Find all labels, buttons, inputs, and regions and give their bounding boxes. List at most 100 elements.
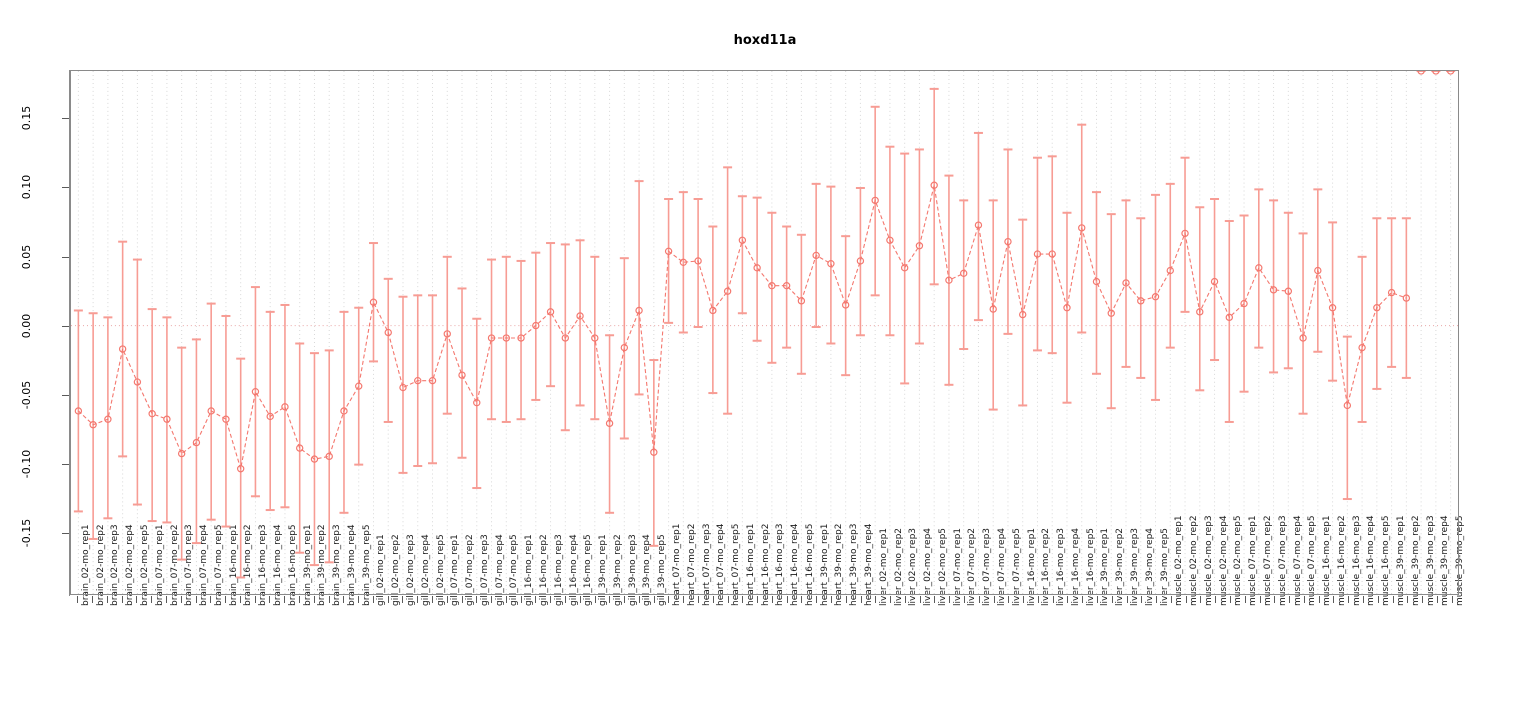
y-axis-tick bbox=[62, 118, 69, 120]
x-axis-tick bbox=[742, 596, 744, 603]
x-axis-tick bbox=[1451, 596, 1453, 603]
x-axis-tick bbox=[1318, 596, 1320, 603]
y-axis-tick-label: 0.00 bbox=[20, 313, 33, 338]
x-axis-tick bbox=[446, 596, 448, 603]
x-axis-tick bbox=[387, 596, 389, 603]
x-axis-tick bbox=[845, 596, 847, 603]
x-axis-tick bbox=[565, 596, 567, 603]
x-axis-tick bbox=[993, 596, 995, 603]
x-axis-tick bbox=[963, 596, 965, 603]
x-axis-tick bbox=[1052, 596, 1054, 603]
x-axis-tick bbox=[727, 596, 729, 603]
x-axis-tick bbox=[1348, 596, 1350, 603]
x-axis-tick bbox=[1392, 596, 1394, 603]
x-axis-tick bbox=[890, 596, 892, 603]
y-axis-tick-label: -0.05 bbox=[20, 380, 33, 409]
x-axis-tick bbox=[505, 596, 507, 603]
y-axis-tick bbox=[62, 532, 69, 534]
x-axis-tick bbox=[1274, 596, 1276, 603]
x-axis-tick bbox=[166, 596, 168, 603]
x-axis-tick bbox=[476, 596, 478, 603]
x-axis-tick bbox=[535, 596, 537, 603]
x-axis-tick bbox=[1023, 596, 1025, 603]
x-axis-tick bbox=[1362, 596, 1364, 603]
x-axis-tick bbox=[683, 596, 685, 603]
x-axis-tick bbox=[1259, 596, 1261, 603]
x-axis-tick bbox=[579, 596, 581, 603]
y-axis-tick-label: 0.10 bbox=[20, 175, 33, 200]
x-axis-tick bbox=[875, 596, 877, 603]
x-axis-tick bbox=[1185, 596, 1187, 603]
x-axis-tick bbox=[860, 596, 862, 603]
x-axis-tick bbox=[417, 596, 419, 603]
y-axis-line bbox=[69, 70, 70, 596]
x-axis-tick bbox=[594, 596, 596, 603]
x-axis-tick bbox=[1111, 596, 1113, 603]
x-axis-tick bbox=[624, 596, 626, 603]
y-axis-tick-label: 0.05 bbox=[20, 244, 33, 269]
x-axis-tick bbox=[934, 596, 936, 603]
x-axis-tick bbox=[210, 596, 212, 603]
x-axis-tick bbox=[1303, 596, 1305, 603]
y-axis-tick-label: 0.15 bbox=[20, 106, 33, 131]
x-axis-tick bbox=[269, 596, 271, 603]
y-axis-tick bbox=[62, 394, 69, 396]
x-axis-tick bbox=[1289, 596, 1291, 603]
x-axis-tick bbox=[358, 596, 360, 603]
x-axis-tick bbox=[313, 596, 315, 603]
x-axis-tick bbox=[372, 596, 374, 603]
x-axis-tick bbox=[771, 596, 773, 603]
x-axis-tick bbox=[92, 596, 94, 603]
x-axis-tick bbox=[1422, 596, 1424, 603]
y-axis-tick bbox=[62, 463, 69, 465]
y-axis-tick bbox=[62, 187, 69, 189]
x-axis-tick bbox=[239, 596, 241, 603]
x-axis-tick bbox=[653, 596, 655, 603]
x-axis-tick bbox=[225, 596, 227, 603]
x-axis-tick bbox=[1215, 596, 1217, 603]
y-axis-tick-label: -0.10 bbox=[20, 449, 33, 478]
x-axis-tick bbox=[1067, 596, 1069, 603]
y-axis-tick bbox=[62, 325, 69, 327]
x-axis-tick bbox=[328, 596, 330, 603]
x-axis-tick bbox=[1037, 596, 1039, 603]
x-axis-tick bbox=[520, 596, 522, 603]
x-axis-tick bbox=[638, 596, 640, 603]
x-axis-tick bbox=[343, 596, 345, 603]
x-axis-tick bbox=[1126, 596, 1128, 603]
x-axis-tick bbox=[919, 596, 921, 603]
x-axis-tick bbox=[904, 596, 906, 603]
x-axis-tick bbox=[1096, 596, 1098, 603]
x-axis-tick bbox=[1407, 596, 1409, 603]
x-axis-tick bbox=[106, 596, 108, 603]
x-axis-tick bbox=[1170, 596, 1172, 603]
x-axis-tick bbox=[786, 596, 788, 603]
x-axis-tick bbox=[757, 596, 759, 603]
x-axis-tick bbox=[136, 596, 138, 603]
x-axis-tick bbox=[698, 596, 699, 603]
x-axis-tick bbox=[1008, 596, 1010, 603]
x-axis-tick bbox=[491, 596, 493, 603]
x-axis-tick bbox=[299, 596, 301, 603]
x-axis-tick bbox=[195, 596, 197, 603]
x-axis-tick bbox=[254, 596, 256, 603]
x-axis-tick bbox=[402, 596, 404, 603]
x-axis-tick bbox=[121, 596, 123, 603]
x-axis-tick bbox=[461, 596, 463, 603]
x-axis-tick bbox=[1244, 596, 1246, 603]
plot-area bbox=[70, 70, 1459, 595]
x-axis-tick bbox=[550, 596, 552, 603]
page-title: hoxd11a bbox=[733, 33, 797, 48]
x-axis-tick bbox=[801, 596, 803, 603]
x-axis-tick bbox=[1141, 596, 1143, 603]
x-axis-tick bbox=[668, 596, 670, 603]
x-axis-tick bbox=[1377, 596, 1379, 603]
x-axis-tick bbox=[1436, 596, 1438, 603]
x-axis-tick bbox=[609, 596, 611, 603]
x-axis-tick bbox=[949, 596, 951, 603]
x-axis-tick bbox=[151, 596, 153, 603]
x-axis-tick bbox=[978, 596, 980, 603]
x-axis-tick bbox=[1229, 596, 1231, 603]
y-axis-tick bbox=[62, 256, 69, 258]
